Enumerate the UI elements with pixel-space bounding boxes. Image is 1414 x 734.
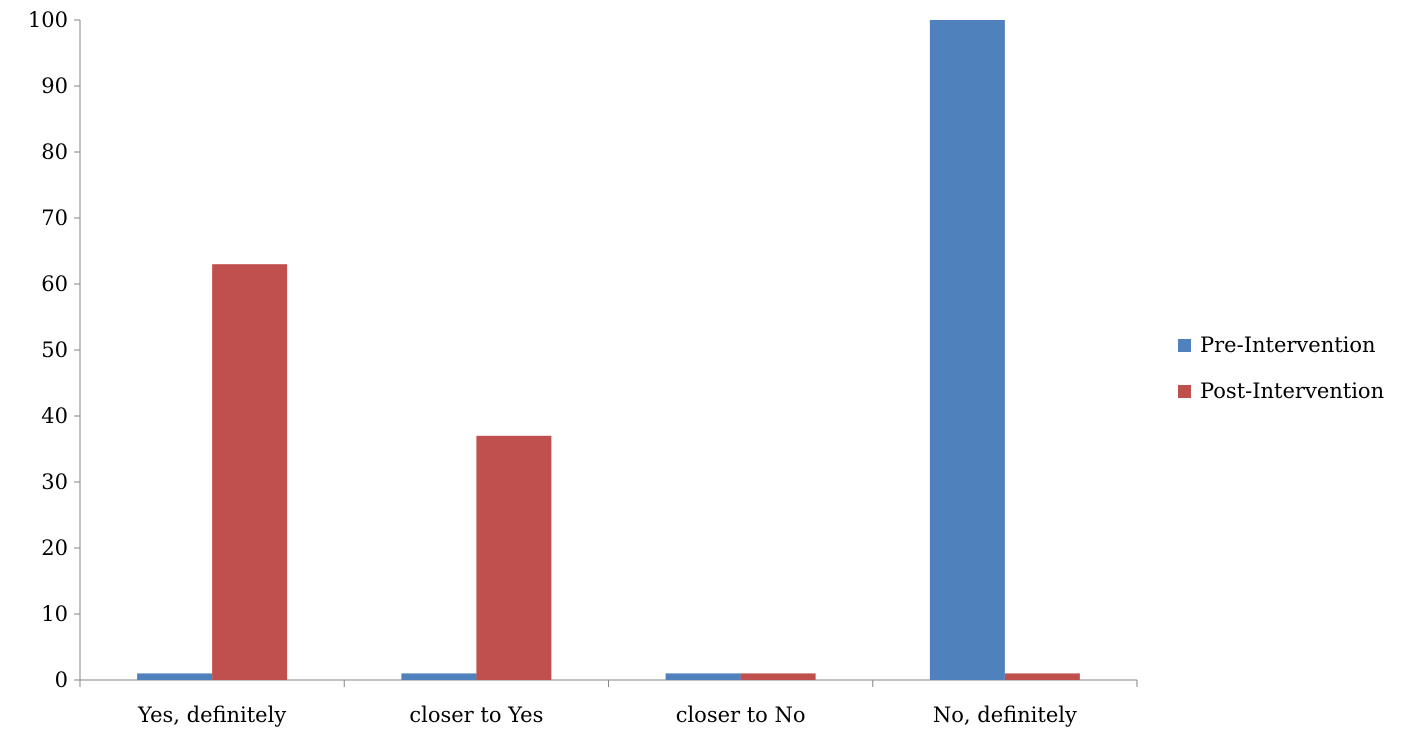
y-tick-label: 100 (28, 8, 68, 32)
bar-post-intervention (1004, 673, 1080, 680)
y-tick-label: 30 (41, 470, 68, 494)
bar-pre-intervention (665, 673, 741, 680)
bar-pre-intervention (929, 20, 1005, 680)
y-tick-label: 90 (41, 74, 68, 98)
y-tick-label: 50 (41, 338, 68, 362)
y-tick-label: 0 (55, 668, 68, 692)
legend: Pre-Intervention Post-Intervention (1178, 333, 1384, 403)
bars (137, 20, 1080, 680)
x-tick-label: closer to Yes (409, 703, 543, 727)
y-tick-label: 20 (41, 536, 68, 560)
y-tick-label: 10 (41, 602, 68, 626)
y-tick-label: 80 (41, 140, 68, 164)
bar-post-intervention (740, 673, 816, 680)
x-tick-label: No, definitely (933, 703, 1077, 727)
legend-label: Post-Intervention (1200, 379, 1384, 403)
y-axis: 0 10 20 30 40 50 60 70 80 90 100 (28, 8, 81, 692)
bar-post-intervention (476, 435, 552, 680)
bar-pre-intervention (401, 673, 477, 680)
bar-post-intervention (212, 264, 288, 680)
legend-swatch (1178, 339, 1191, 352)
x-tick-label: Yes, definitely (137, 703, 286, 727)
bar-pre-intervention (137, 673, 213, 680)
legend-swatch (1178, 385, 1191, 398)
x-axis: Yes, definitely closer to Yes closer to No… (79, 679, 1138, 727)
y-tick-label: 60 (41, 272, 68, 296)
y-tick-label: 40 (41, 404, 68, 428)
x-tick-label: closer to No (676, 703, 806, 727)
legend-label: Pre-Intervention (1200, 333, 1376, 357)
y-tick-label: 70 (41, 206, 68, 230)
